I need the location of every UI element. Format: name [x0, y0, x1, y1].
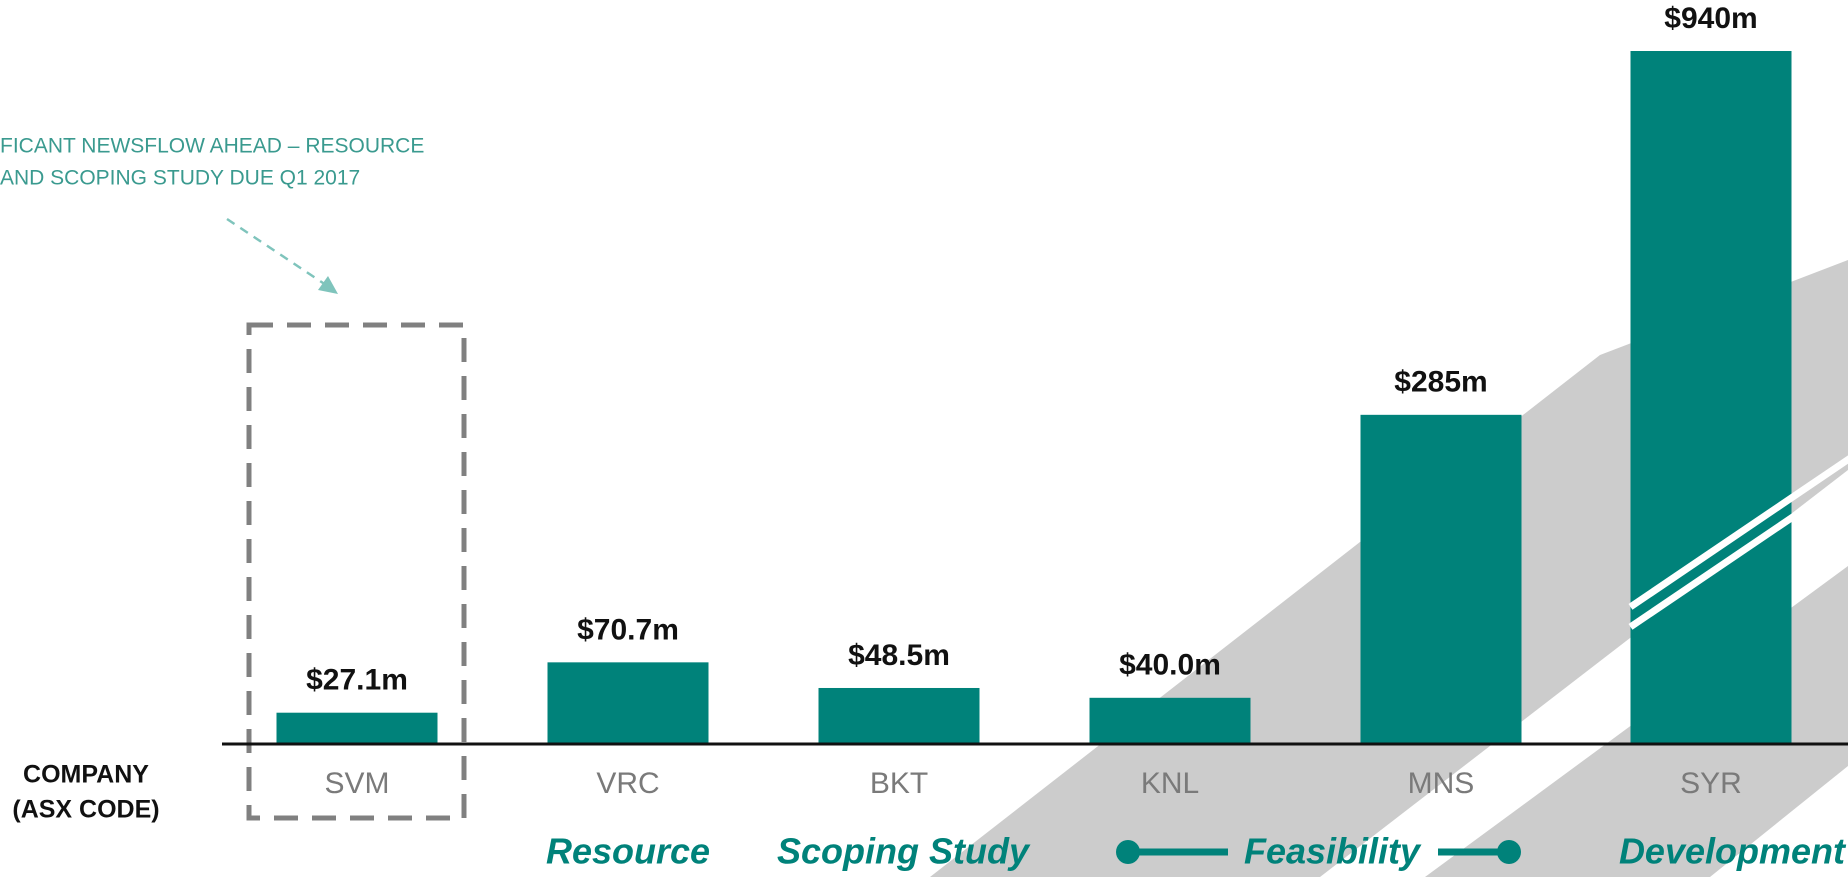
value-label: $70.7m — [577, 613, 679, 646]
x-tick-label: KNL — [1141, 767, 1199, 800]
axis-break — [1628, 475, 1848, 630]
x-tick-label: MNS — [1408, 767, 1475, 800]
value-label: $285m — [1394, 366, 1487, 399]
annotation: AND SCOPING STUDY DUE Q1 2017 — [0, 167, 360, 190]
stage-label: Resource — [546, 831, 710, 872]
annotation-arrowhead — [318, 276, 338, 294]
x-tick-label: VRC — [596, 767, 659, 800]
bar — [276, 712, 438, 744]
x-tick-label: SYR — [1680, 767, 1742, 800]
axis-break — [1628, 455, 1848, 610]
annotation: FICANT NEWSFLOW AHEAD – RESOURCE — [0, 135, 424, 158]
stage-label: Development — [1619, 831, 1847, 872]
highlight-box — [246, 322, 467, 821]
x-tick-label: BKT — [870, 767, 928, 800]
value-label: $48.5m — [848, 639, 950, 672]
bar — [818, 687, 980, 744]
x-tick-label: SVM — [324, 767, 389, 800]
x-axis-label: (ASX CODE) — [12, 796, 159, 824]
stage-dot — [1497, 840, 1521, 864]
bar — [1630, 51, 1792, 744]
bar — [1089, 697, 1251, 744]
stage-label: Scoping Study — [777, 831, 1031, 872]
stage-label: Feasibility — [1244, 831, 1422, 872]
value-label: $40.0m — [1119, 649, 1221, 682]
value-label: $27.1m — [306, 664, 408, 697]
value-label: $940m — [1664, 2, 1757, 35]
x-axis-label: COMPANY — [23, 761, 149, 789]
bar — [547, 662, 709, 744]
annotation-arrow — [226, 217, 327, 287]
bar — [1360, 414, 1522, 744]
